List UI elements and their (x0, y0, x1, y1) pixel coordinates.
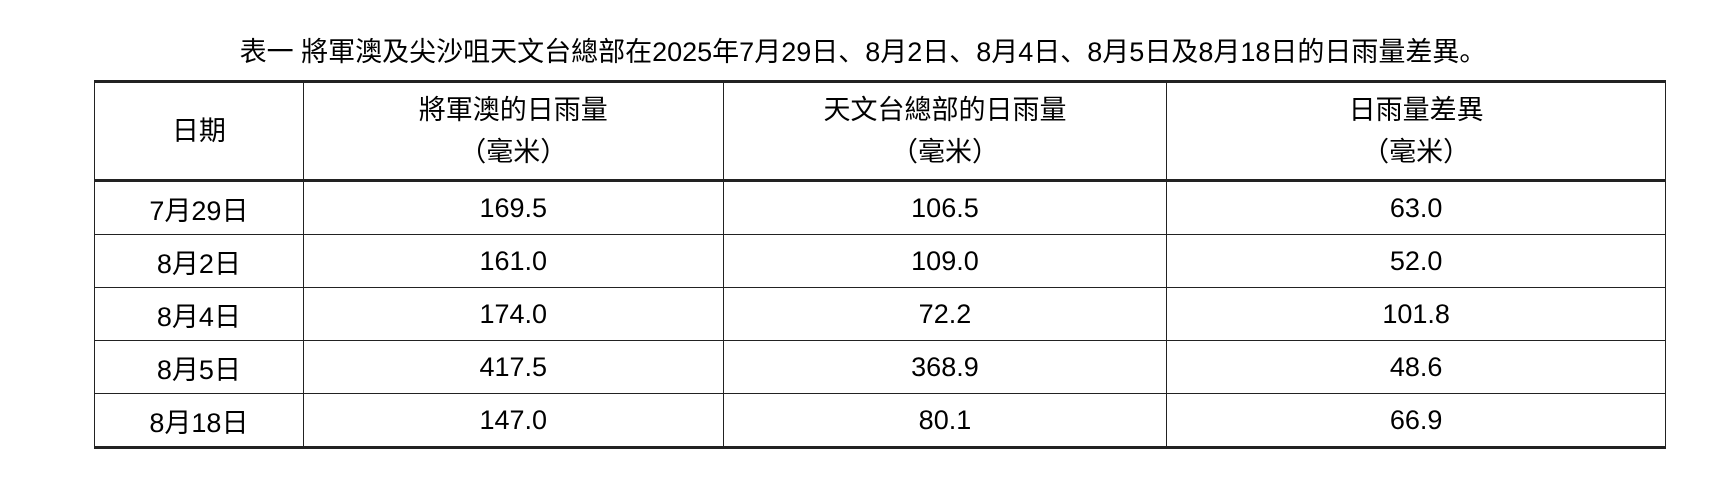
cell-tko: 169.5 (302, 180, 724, 235)
cell-date: 8月5日 (94, 340, 304, 394)
cell-tko: 161.0 (302, 234, 724, 288)
cell-hko: 72.2 (722, 287, 1168, 341)
cell-tko: 147.0 (302, 393, 724, 448)
table-row: 8月5日 417.5 368.9 48.6 (94, 340, 1666, 394)
cell-date: 8月2日 (94, 234, 304, 288)
header-unit: （毫米） (459, 137, 568, 167)
table-row: 8月2日 161.0 109.0 52.0 (94, 234, 1666, 288)
header-tko: 將軍澳的日雨量 （毫米） (302, 81, 724, 181)
rainfall-table: 日期 將軍澳的日雨量 （毫米） 天文台總部的日雨量 （毫米） 日雨量差異 （毫米） 7… (94, 80, 1666, 449)
header-date: 日期 (94, 81, 304, 181)
table-row: 7月29日 169.5 106.5 63.0 (94, 180, 1666, 235)
table-row: 8月4日 174.0 72.2 101.8 (94, 287, 1666, 341)
table-header-row: 日期 將軍澳的日雨量 （毫米） 天文台總部的日雨量 （毫米） 日雨量差異 （毫米） (94, 81, 1666, 181)
header-label: 天文台總部的日雨量 (823, 95, 1067, 125)
cell-date: 8月18日 (94, 393, 304, 448)
header-unit: （毫米） (890, 137, 999, 167)
cell-hko: 109.0 (722, 234, 1168, 288)
table-caption: 表一 將軍澳及尖沙咀天文台總部在2025年7月29日、8月2日、8月4日、8月5… (239, 37, 1487, 67)
header-diff: 日雨量差異 （毫米） (1166, 81, 1666, 181)
header-unit: （毫米） (1362, 137, 1471, 167)
cell-diff: 48.6 (1166, 340, 1666, 394)
cell-tko: 174.0 (302, 287, 724, 341)
cell-diff: 52.0 (1166, 234, 1666, 288)
cell-tko: 417.5 (302, 340, 724, 394)
cell-diff: 63.0 (1166, 180, 1666, 235)
cell-date: 8月4日 (94, 287, 304, 341)
cell-hko: 106.5 (722, 180, 1168, 235)
header-label: 日雨量差異 (1348, 95, 1484, 125)
header-date-label: 日期 (171, 116, 226, 146)
cell-date: 7月29日 (94, 180, 304, 235)
header-label: 將軍澳的日雨量 (418, 95, 608, 125)
cell-diff: 66.9 (1166, 393, 1666, 448)
cell-hko: 368.9 (722, 340, 1168, 394)
header-hko: 天文台總部的日雨量 （毫米） (722, 81, 1168, 181)
cell-diff: 101.8 (1166, 287, 1666, 341)
cell-hko: 80.1 (722, 393, 1168, 448)
table-row: 8月18日 147.0 80.1 66.9 (94, 393, 1666, 448)
